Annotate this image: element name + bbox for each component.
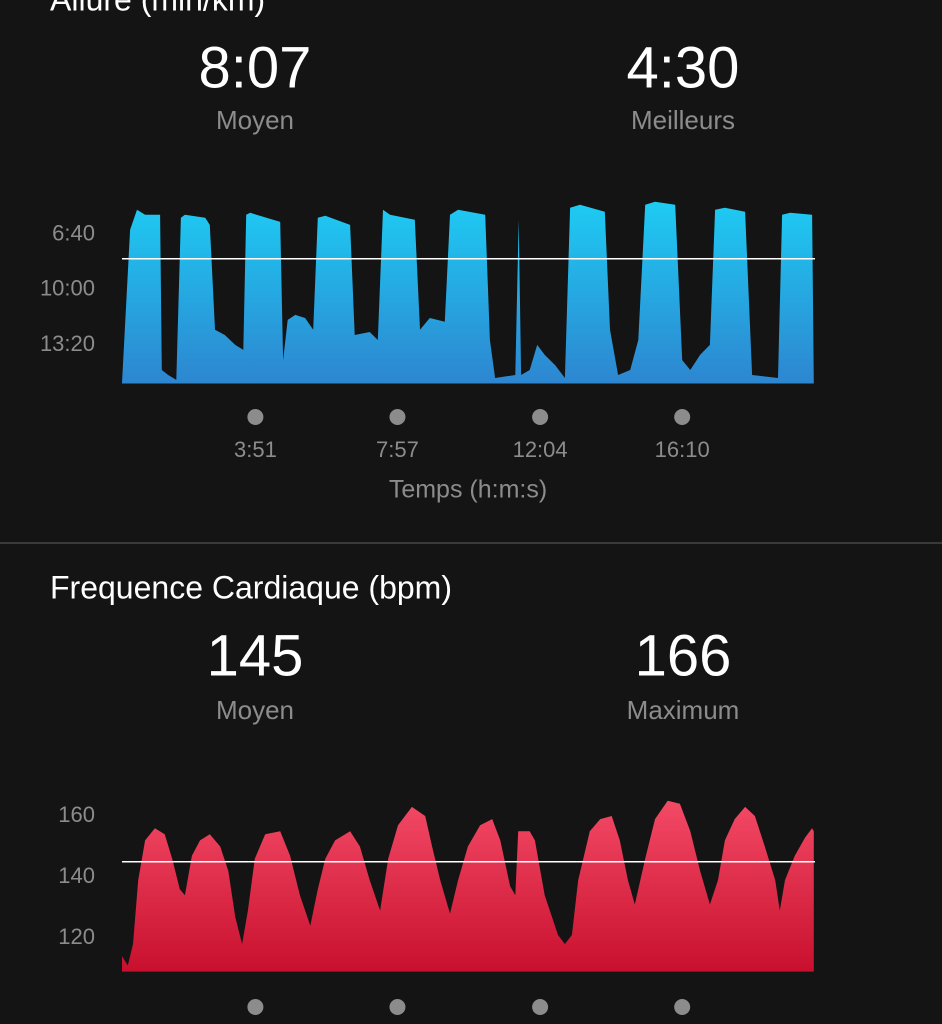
- x-tick-dot: [389, 409, 406, 425]
- x-tick-dot: [532, 409, 549, 425]
- y-tick-label: 13:20: [40, 331, 95, 356]
- area: [122, 800, 814, 972]
- section-title: Frequence Cardiaque (bpm): [50, 569, 452, 605]
- stat-value: 4:30: [627, 35, 740, 100]
- area: [122, 201, 814, 384]
- x-tick-label: 12:04: [513, 437, 568, 462]
- x-tick-dot: [532, 999, 549, 1015]
- stat-value: 8:07: [199, 35, 312, 100]
- stat-label: Moyen: [216, 695, 294, 725]
- y-tick-label: 120: [58, 924, 95, 949]
- x-axis-label: Temps (h:m:s): [389, 476, 547, 504]
- y-tick-label: 10:00: [40, 276, 95, 301]
- stat-value: 145: [207, 623, 304, 688]
- y-tick-label: 6:40: [52, 221, 95, 246]
- x-tick-label: 7:57: [376, 437, 419, 462]
- stat-label: Moyen: [216, 105, 294, 135]
- x-tick-dot: [674, 999, 691, 1015]
- section-title: Allure (min/km): [50, 0, 265, 17]
- x-tick-dot: [674, 409, 691, 425]
- x-tick-dot: [389, 999, 406, 1015]
- x-tick-dot: [247, 999, 264, 1015]
- y-tick-label: 140: [58, 863, 95, 888]
- stat-label: Maximum: [627, 695, 740, 725]
- stat-label: Meilleurs: [631, 105, 735, 135]
- stat-value: 166: [635, 623, 732, 688]
- x-tick-dot: [247, 409, 264, 425]
- y-tick-label: 160: [58, 802, 95, 827]
- x-tick-label: 3:51: [234, 437, 277, 462]
- x-tick-label: 16:10: [655, 437, 710, 462]
